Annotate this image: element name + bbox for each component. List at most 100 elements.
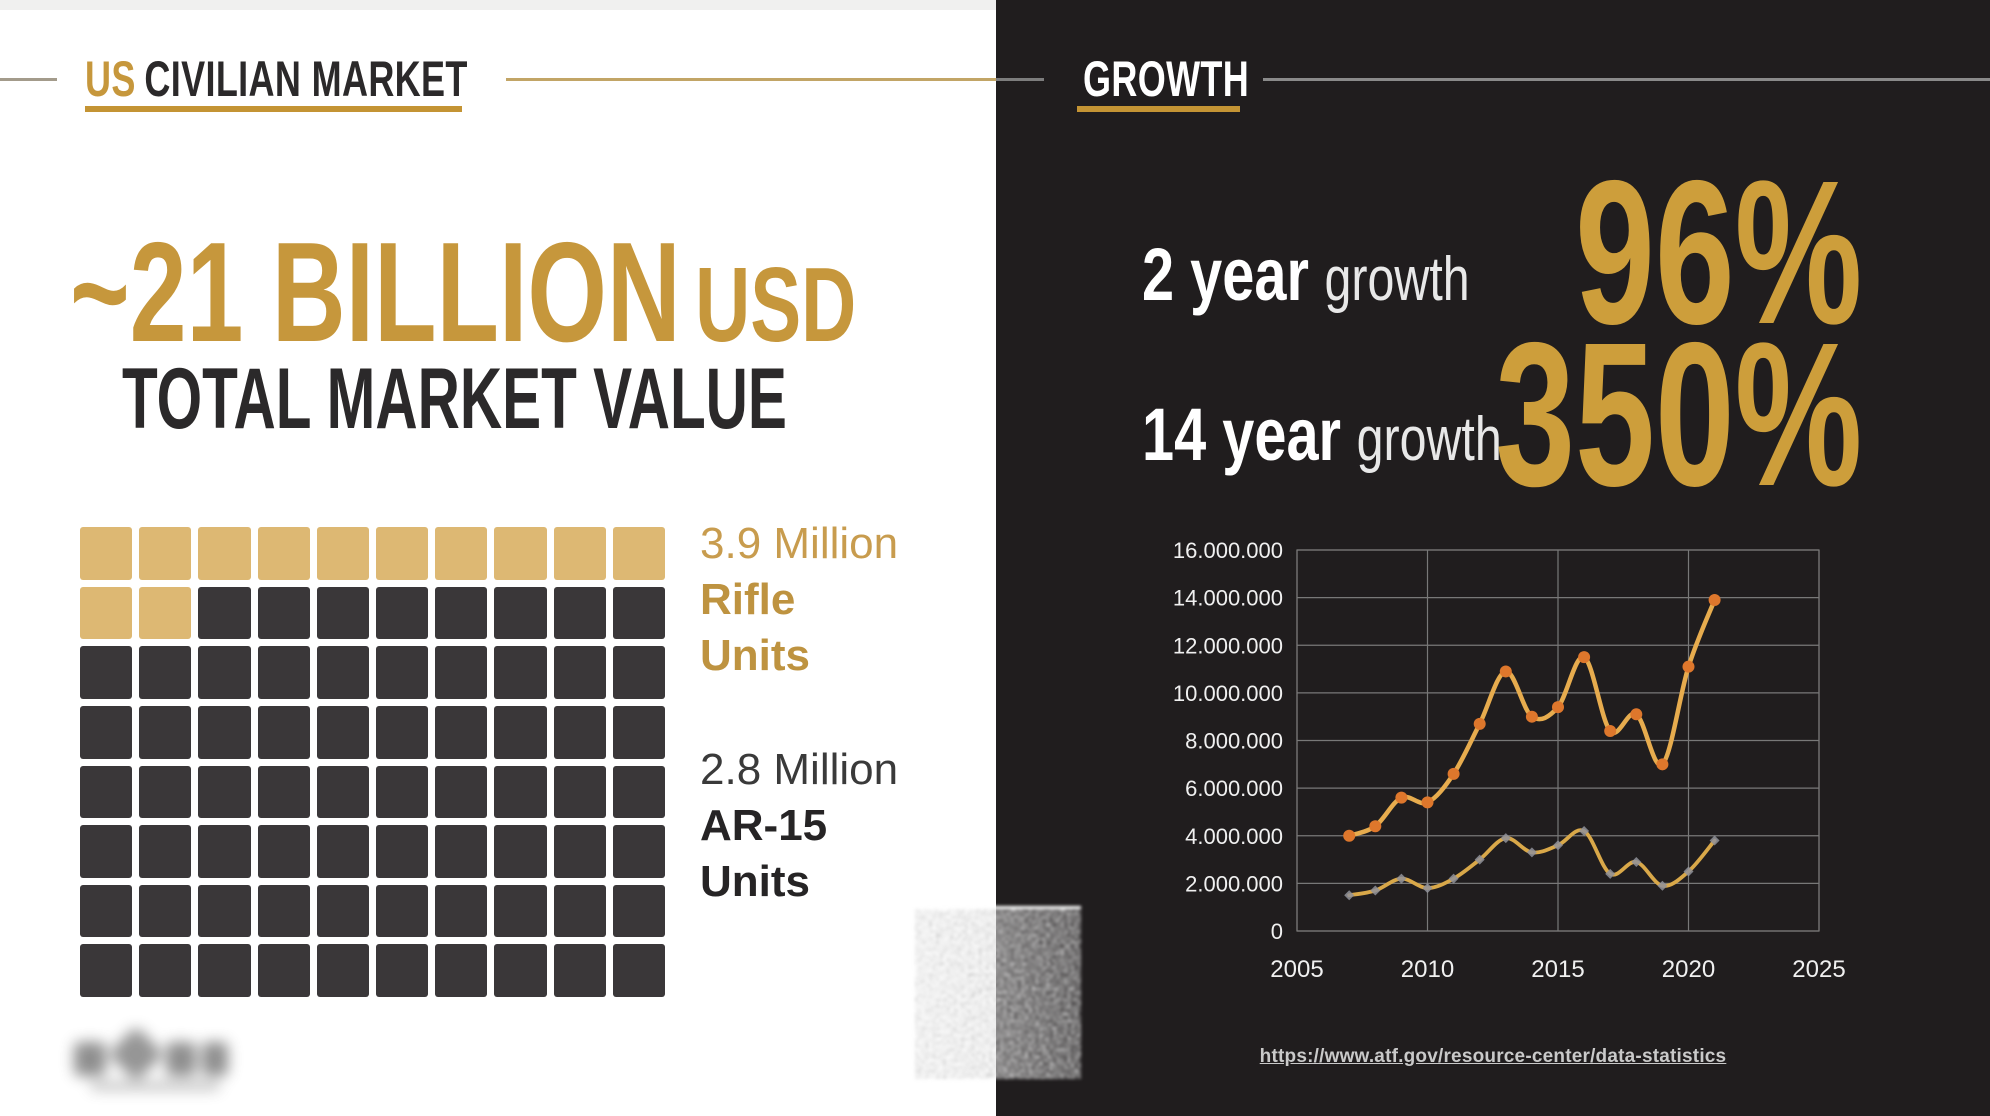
x-axis-tick-label: 2015 [1531,956,1584,983]
top-edge-strip [0,0,996,10]
waffle-cell-highlight [612,527,665,580]
waffle-cell-base [612,586,665,640]
waffle-cell-base [494,765,547,819]
market-value-caption: TOTAL MARKET VALUE [122,351,787,447]
rifle-units-line2: Rifle [700,575,796,624]
waffle-cell-base [316,705,369,759]
waffle-label-ar15: 2.8 Million AR-15 Units [700,742,960,910]
y-axis-tick-label: 2.000.000 [1185,871,1283,896]
waffle-cell-base [494,825,547,878]
y-axis-tick-label: 4.000.000 [1185,824,1283,849]
waffle-cell-base [494,884,547,938]
waffle-cell-base [257,765,310,819]
blurred-logo [70,1024,250,1096]
left-section-title: US CIVILIAN MARKET [85,54,617,104]
chart-marker-series-2-ar15 [1526,847,1537,858]
source-link-container: https://www.atf.gov/resource-center/data… [996,1046,1990,1068]
growth-value-14yr: 350% [1494,300,1862,529]
y-axis-tick-label: 14.000.000 [1173,586,1283,611]
waffle-cell-base [553,646,606,699]
waffle-cell-base [316,944,369,997]
growth-stat-label-2yr: 2 year growth [1142,238,1562,312]
x-axis-tick-label: 2010 [1401,956,1454,983]
waffle-cell-base [553,705,606,759]
chart-marker-series-1-rifles-total [1708,594,1721,607]
chart-marker-series-1-rifles-total [1421,796,1434,809]
waffle-cell-base [553,944,606,997]
waffle-cell-base [139,765,192,819]
logo-blob [202,1042,228,1076]
waffle-cell-base [376,586,429,640]
waffle-cell-base [316,884,369,938]
waffle-cell-base [139,646,192,699]
market-value-number: ~21 BILLION [70,213,681,372]
waffle-cell-base [80,944,133,997]
chart-marker-series-2-ar15 [1579,825,1590,836]
chart-marker-series-1-rifles-total [1395,791,1408,804]
waffle-cell-highlight [435,527,488,580]
chart-marker-series-2-ar15 [1709,835,1720,846]
market-value-stat: ~21 BILLION USD [70,222,1162,364]
waffle-cell-highlight [139,586,192,640]
waffle-cell-base [316,646,369,699]
waffle-cell-base [435,825,488,878]
waffle-cell-base [198,944,251,997]
y-axis-tick-label: 0 [1271,919,1283,944]
growth-panel-background [996,0,1990,1116]
chart-marker-series-2-ar15 [1370,885,1381,896]
qr-code-blurred [915,906,1081,1079]
waffle-cell-base [612,765,665,819]
waffle-cell-base [80,825,133,878]
waffle-cell-base [376,884,429,938]
growth-term-2yr: 2 year [1142,233,1309,316]
waffle-cell-base [553,765,606,819]
waffle-cell-base [612,646,665,699]
waffle-cell-highlight [80,527,133,580]
growth-title-underline [1077,106,1240,112]
waffle-cell-base [435,646,488,699]
waffle-cell-base [494,586,547,640]
x-axis-tick-label: 2025 [1792,956,1845,983]
waffle-cell-base [198,586,251,640]
waffle-cell-base [612,705,665,759]
waffle-cell-base [198,705,251,759]
left-title-accent: US [85,51,136,107]
waffle-cell-highlight [257,527,310,580]
waffle-cell-base [198,765,251,819]
growth-qualifier-2yr: growth [1324,245,1470,314]
logo-blob [90,1082,220,1090]
waffle-cell-highlight [316,527,369,580]
waffle-cell-base [376,705,429,759]
waffle-cell-base [139,944,192,997]
waffle-cell-base [376,646,429,699]
chart-marker-series-1-rifles-total [1473,717,1486,730]
waffle-cell-base [376,765,429,819]
waffle-cell-base [435,765,488,819]
waffle-cell-highlight [80,586,133,640]
chart-marker-series-1-rifles-total [1604,724,1617,737]
waffle-cell-base [612,944,665,997]
chart-marker-series-1-rifles-total [1369,820,1382,833]
header-rule-left [0,78,57,81]
waffle-cell-base [435,586,488,640]
waffle-cell-base [494,646,547,699]
waffle-cell-base [316,586,369,640]
waffle-cell-base [257,944,310,997]
source-link[interactable]: https://www.atf.gov/resource-center/data… [1259,1046,1727,1067]
waffle-cell-base [376,944,429,997]
left-title-underline [85,106,462,112]
waffle-cell-base [553,586,606,640]
chart-marker-series-2-ar15 [1657,880,1668,891]
waffle-cell-base [139,884,192,938]
market-value-currency: USD [695,246,857,364]
waffle-cell-base [198,646,251,699]
chart-plot-border [1296,549,1820,932]
waffle-cell-base [198,884,251,938]
logo-diamond-blob [107,1025,165,1083]
chart-marker-series-2-ar15 [1683,866,1694,877]
chart-marker-series-1-rifles-total [1578,651,1591,664]
chart-marker-series-1-rifles-total [1343,829,1356,842]
ar15-units-line2: AR-15 [700,801,828,850]
rifle-units-amount: 3.9 Million [700,519,899,568]
chart-marker-series-2-ar15 [1474,854,1485,865]
